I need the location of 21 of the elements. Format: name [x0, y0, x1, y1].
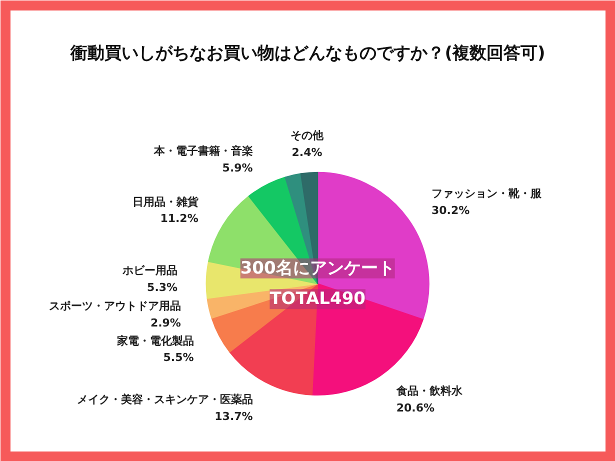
data-label: 11.2% — [160, 212, 198, 226]
chart-title: 衝動買いしがちなお買い物はどんなものですか？(複数回答可) — [70, 44, 546, 64]
data-label: 5.3% — [147, 280, 178, 294]
data-label: 5.5% — [163, 351, 194, 364]
text: 300名にアンケート — [240, 258, 395, 278]
data-label: 30.2% — [431, 204, 470, 218]
slice-label: 日用品・雑貨 — [132, 195, 200, 208]
slice-label: 本・電子書籍・音楽 — [152, 144, 253, 158]
data-label: 13.7% — [214, 410, 253, 423]
data-label: 20.6% — [396, 401, 435, 414]
slice-label: スポーツ・アウトドア用品 — [48, 300, 181, 313]
slice-label: 家電・電化製品 — [116, 334, 194, 348]
data-label: 5.9% — [222, 162, 253, 175]
data-label: 2.9% — [150, 316, 181, 330]
text: TOTAL490 — [270, 289, 366, 310]
slice-label: メイク・美容・スキンケア・医薬品 — [76, 392, 253, 406]
slice-label: ファッション・靴・服 — [431, 187, 542, 200]
slice-label: その他 — [290, 129, 325, 142]
slice-label: 食品・飲料水 — [395, 384, 464, 398]
data-label: 2.4% — [292, 146, 322, 160]
slice-label: ホビー用品 — [122, 264, 178, 277]
